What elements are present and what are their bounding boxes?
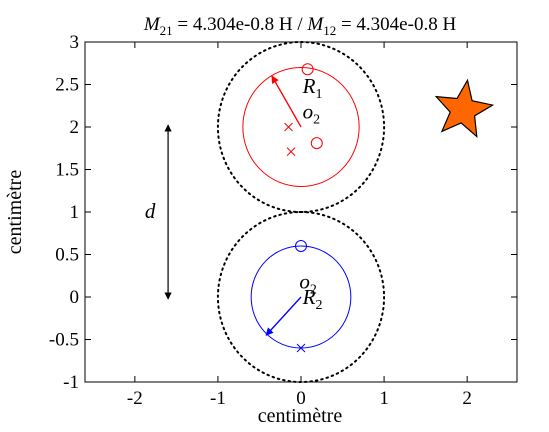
loop1-circle-marker [301, 63, 314, 76]
title-m12-value: = 4.304e-0.8 H [336, 14, 456, 35]
x-tick-label: -2 [127, 388, 143, 409]
title-m21-value: = 4.304e-0.8 H / [173, 14, 308, 35]
title-m12-subscript: 12 [323, 23, 336, 38]
star-marker [434, 78, 495, 139]
y-tick-label: 2 [70, 117, 80, 138]
figure-title: M21 = 4.304e-0.8 H / M12 = 4.304e-0.8 H [143, 14, 457, 38]
loop1-center-label: o2 [303, 100, 321, 128]
y-tick-label: 1.5 [55, 160, 79, 181]
y-tick-label: -1 [63, 372, 79, 393]
loop2-center-label: o2 [299, 270, 317, 298]
x-tick-label: -1 [210, 388, 226, 409]
x-tick-label: 0 [296, 388, 306, 409]
y-axis-label: centimètre [4, 170, 26, 255]
title-m21-subscript: 21 [160, 23, 173, 38]
title-m12-symbol: M [306, 14, 324, 35]
loop1-cross-marker [286, 147, 296, 157]
loop2-cross-marker [296, 343, 306, 353]
title-m21-symbol: M [143, 14, 161, 35]
y-tick-label: 0.5 [55, 245, 79, 266]
loop1-circle [242, 67, 360, 187]
axis-ticks: -2 -1 0 1 2 -1 -0.5 0 0.5 1 1.5 2 2.5 3 [49, 32, 517, 409]
diagram-content [164, 41, 495, 383]
x-tick-label: 2 [462, 388, 472, 409]
separation-label: d [145, 199, 156, 223]
loop1-circle-marker [310, 137, 323, 150]
x-tick-label: 1 [379, 388, 389, 409]
loop2-dotted-boundary [216, 211, 386, 383]
y-tick-label: -0.5 [49, 330, 79, 351]
loop2-circle-marker [295, 240, 307, 252]
loop2-radius-label: R2 [302, 285, 323, 313]
loop1-radius-arrow [271, 75, 302, 128]
x-axis-label: centimètre [258, 405, 343, 427]
loop1-cross-marker [284, 122, 293, 132]
loop1-radius-label: R1 [302, 74, 323, 102]
loop2-radius-arrow [265, 296, 302, 336]
y-tick-label: 2.5 [55, 75, 79, 96]
y-tick-label: 1 [70, 202, 80, 223]
y-tick-label: 0 [70, 287, 80, 308]
y-tick-label: 3 [70, 32, 80, 53]
